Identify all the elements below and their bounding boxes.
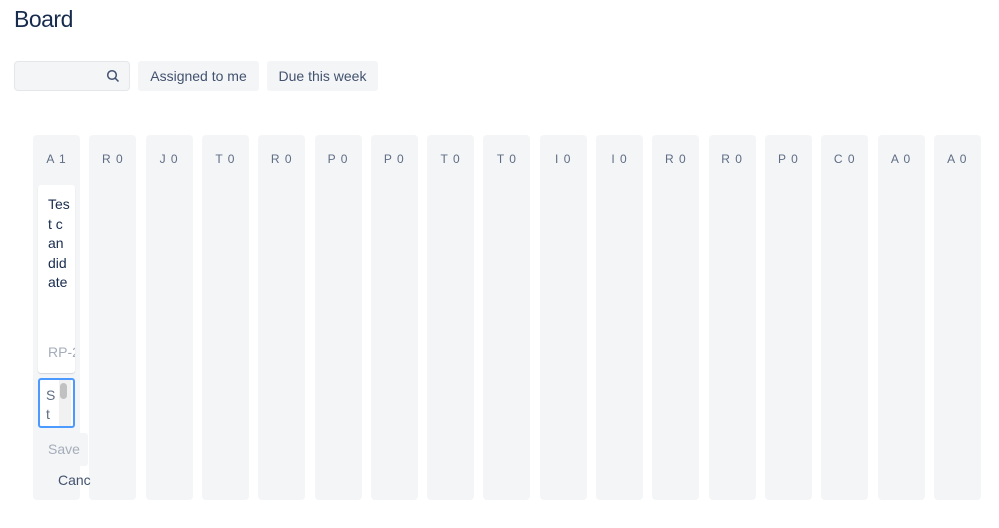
column-name: P	[327, 152, 337, 166]
card-key: RP-2	[48, 344, 75, 360]
board-column: J 0	[145, 135, 193, 500]
column-count: 0	[678, 152, 687, 166]
board-column: I 0	[539, 135, 587, 500]
board-column: P 0	[314, 135, 362, 500]
column-name: I	[555, 152, 560, 166]
column-count: 1	[59, 152, 67, 166]
board-column: R 0	[89, 135, 137, 500]
column-name: A	[947, 152, 956, 166]
column-count: 0	[397, 152, 405, 166]
board-column: T 0	[427, 135, 475, 500]
column-header: R 0	[652, 152, 699, 166]
column-name: P	[383, 152, 393, 166]
column-count: 0	[170, 152, 179, 166]
board-column: A 0	[877, 135, 925, 500]
column-name: A	[46, 152, 55, 166]
column-count: 0	[115, 152, 124, 166]
column-header: J 0	[146, 152, 193, 166]
column-header: C 0	[821, 152, 868, 166]
search-icon	[106, 69, 120, 83]
column-name: R	[721, 152, 731, 166]
column-header: R 0	[709, 152, 756, 166]
scrollbar-thumb[interactable]	[60, 383, 67, 399]
textarea-value: St	[46, 387, 56, 422]
board-column: C 0	[821, 135, 869, 500]
column-header: I 0	[596, 152, 643, 166]
board-column: T 0	[483, 135, 531, 500]
board-column: R 0	[708, 135, 756, 500]
card-title: Test candidate	[48, 196, 70, 290]
board-column: A 0	[933, 135, 981, 500]
column-name: P	[777, 152, 787, 166]
column-name: C	[833, 152, 844, 166]
column-header: P 0	[765, 152, 812, 166]
board-column: I 0	[596, 135, 643, 500]
column-name: R	[101, 152, 112, 166]
column-count: 0	[620, 152, 628, 166]
column-header: R 0	[258, 152, 305, 166]
column-name: T	[215, 152, 224, 166]
column-header: A 1	[33, 152, 80, 166]
page-title: Board	[14, 6, 73, 32]
column-name: T	[496, 152, 505, 166]
column-count: 0	[509, 152, 517, 166]
due-this-week-filter[interactable]: Due this week	[267, 61, 378, 91]
column-header: R 0	[89, 152, 136, 166]
column-count: 0	[959, 152, 968, 166]
column-header: A 0	[878, 152, 925, 166]
column-name: J	[159, 152, 167, 166]
column-header: P 0	[315, 152, 362, 166]
column-header: T 0	[202, 152, 249, 166]
board-column: P 0	[764, 135, 812, 500]
column-name: R	[664, 152, 675, 166]
column-name: T	[440, 152, 449, 166]
column-name: R	[270, 152, 281, 166]
column-count: 0	[903, 152, 912, 166]
assigned-to-me-filter[interactable]: Assigned to me	[138, 61, 259, 91]
column-count: 0	[735, 152, 743, 166]
search-input[interactable]	[15, 62, 107, 90]
column-header: T 0	[427, 152, 474, 166]
column-name: I	[611, 152, 616, 166]
cancel-button[interactable]: Cancel	[58, 472, 91, 488]
board-column: R 0	[258, 135, 306, 500]
column-header: I 0	[540, 152, 587, 166]
column-count: 0	[563, 152, 572, 166]
search-field[interactable]	[14, 61, 130, 91]
column-count: 0	[227, 152, 236, 166]
new-issue-textarea[interactable]: St	[38, 378, 75, 428]
column-header: T 0	[483, 152, 530, 166]
column-count: 0	[791, 152, 799, 166]
column-count: 0	[847, 152, 856, 166]
column-header: P 0	[371, 152, 418, 166]
column-header: A 0	[934, 152, 981, 166]
column-name: A	[890, 152, 900, 166]
board-column: P 0	[370, 135, 418, 500]
board-column: T 0	[201, 135, 249, 500]
column-count: 0	[284, 152, 293, 166]
scrollbar[interactable]	[59, 380, 71, 426]
column-count: 0	[452, 152, 461, 166]
board-column: R 0	[652, 135, 700, 500]
column-count: 0	[340, 152, 349, 166]
issue-card[interactable]: Test candidate RP-2	[38, 185, 75, 373]
save-button[interactable]: Save	[38, 433, 88, 466]
